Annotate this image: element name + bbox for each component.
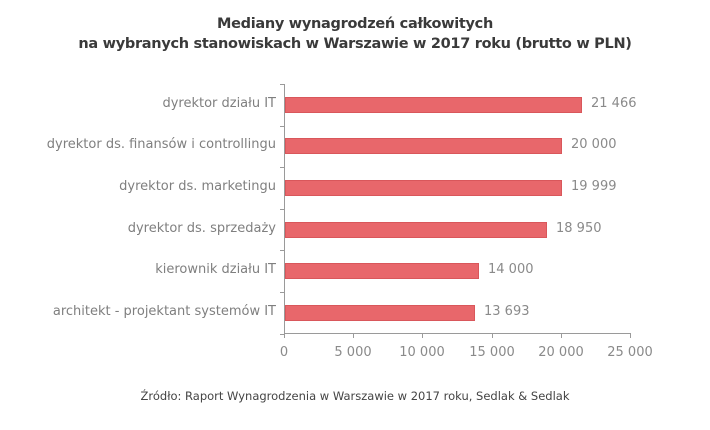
bar bbox=[285, 180, 562, 196]
x-tick bbox=[630, 333, 631, 338]
category-label: dyrektor ds. marketingu bbox=[119, 179, 276, 194]
chart-title-line-1: Mediany wynagrodzeń całkowitych bbox=[216, 16, 494, 32]
x-tick bbox=[284, 333, 285, 338]
y-tick bbox=[280, 334, 285, 335]
source-note: Źródło: Raport Wynagrodzenia w Warszawie… bbox=[140, 389, 570, 403]
y-tick bbox=[280, 250, 285, 251]
x-tick bbox=[561, 333, 562, 338]
value-label: 18 950 bbox=[556, 221, 602, 236]
x-tick bbox=[422, 333, 423, 338]
value-label: 19 999 bbox=[571, 179, 617, 194]
bar bbox=[285, 97, 582, 113]
category-label: dyrektor ds. sprzedaży bbox=[127, 221, 276, 236]
x-tick bbox=[353, 333, 354, 338]
y-tick bbox=[280, 167, 285, 168]
value-label: 14 000 bbox=[488, 262, 534, 277]
y-tick bbox=[280, 84, 285, 85]
y-tick bbox=[280, 292, 285, 293]
y-tick bbox=[280, 126, 285, 127]
x-axis-line bbox=[284, 333, 631, 334]
category-label: dyrektor ds. finansów i controllingu bbox=[46, 137, 276, 152]
bar bbox=[285, 138, 562, 154]
x-tick-label: 0 bbox=[279, 345, 289, 360]
category-label: dyrektor działu IT bbox=[162, 96, 276, 111]
bar bbox=[285, 305, 475, 321]
x-tick-label: 5 000 bbox=[334, 345, 372, 360]
x-tick-label: 25 000 bbox=[607, 345, 653, 360]
category-label: kierownik działu IT bbox=[155, 262, 276, 277]
chart-title-line-2: na wybranych stanowiskach w Warszawie w … bbox=[78, 36, 632, 52]
value-label: 20 000 bbox=[571, 137, 617, 152]
x-tick-label: 15 000 bbox=[469, 345, 515, 360]
bar bbox=[285, 222, 547, 238]
x-tick-label: 20 000 bbox=[538, 345, 584, 360]
y-tick bbox=[280, 209, 285, 210]
value-label: 21 466 bbox=[591, 96, 637, 111]
bar bbox=[285, 263, 479, 279]
x-tick bbox=[492, 333, 493, 338]
x-tick-label: 10 000 bbox=[399, 345, 445, 360]
value-label: 13 693 bbox=[484, 304, 530, 319]
category-label: architekt - projektant systemów IT bbox=[52, 304, 276, 319]
